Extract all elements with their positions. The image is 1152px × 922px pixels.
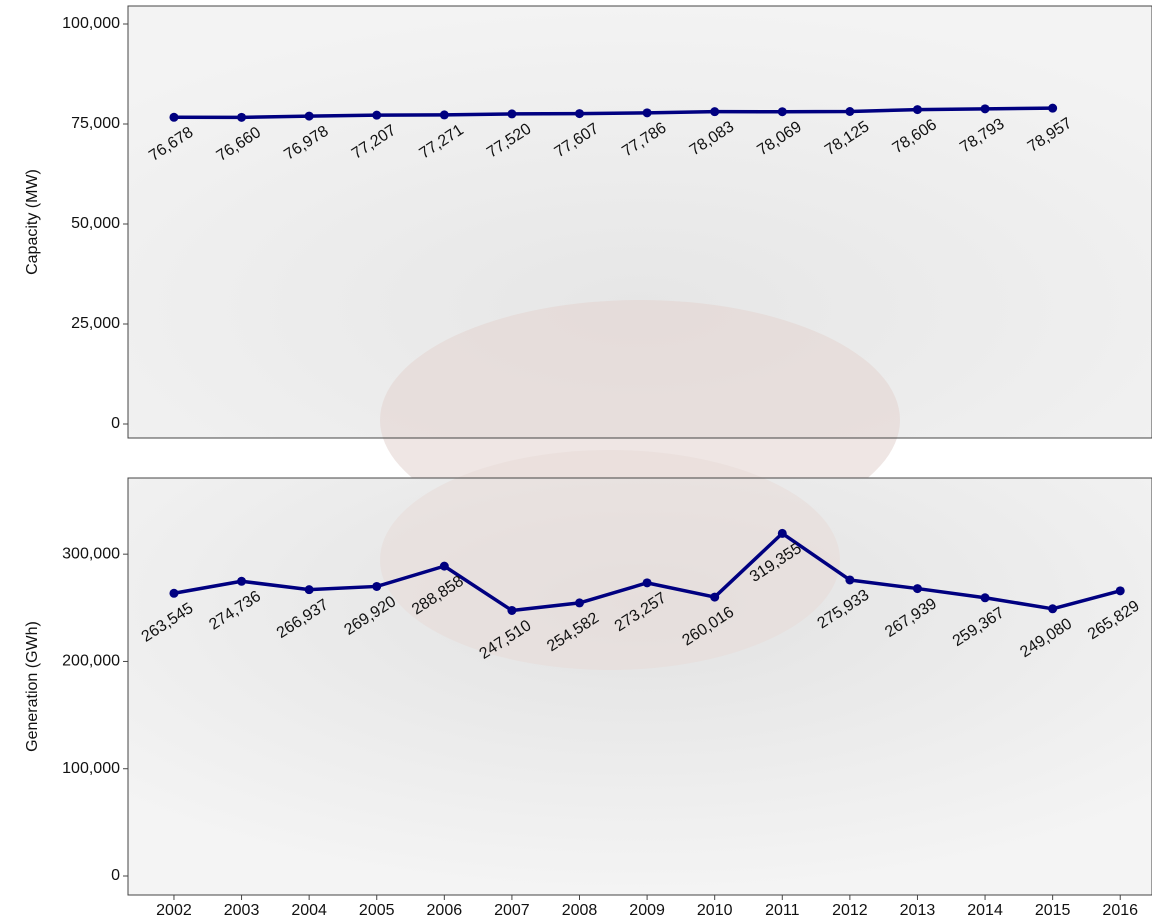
x-tick-label: 2004 (291, 902, 327, 919)
data-point (777, 528, 787, 538)
y-tick-label: 25,000 (71, 315, 120, 332)
data-point (507, 605, 517, 615)
backgrounds (128, 6, 1152, 895)
data-point (237, 112, 247, 122)
x-tick-label: 2008 (562, 902, 598, 919)
data-point (237, 576, 247, 586)
data-point (912, 584, 922, 594)
data-line (173, 106, 1053, 120)
x-tick-label: 2010 (697, 902, 733, 919)
data-point (1048, 103, 1058, 113)
y-tick-label: 300,000 (62, 545, 120, 562)
data-point (507, 109, 517, 119)
y-axis-label: Generation (GWh) (24, 621, 41, 752)
y-tick-label: 200,000 (62, 653, 120, 670)
x-tick-label: 2016 (1102, 902, 1138, 919)
data-point (304, 585, 314, 595)
data-point (980, 593, 990, 603)
x-tick-label: 2012 (832, 902, 868, 919)
y-tick-label: 0 (111, 867, 120, 884)
data-point (642, 578, 652, 588)
x-tick-label: 2006 (427, 902, 463, 919)
y-tick-label: 100,000 (62, 15, 120, 32)
x-tick-label: 2007 (494, 902, 530, 919)
data-point (304, 111, 314, 121)
data-point (845, 107, 855, 116)
x-tick-label: 2015 (1035, 902, 1071, 919)
y-tick-label: 100,000 (62, 760, 120, 777)
y-tick-label: 50,000 (71, 215, 120, 232)
data-point (372, 581, 382, 591)
decor (380, 450, 840, 670)
y-tick-label: 75,000 (71, 115, 120, 132)
y-tick-label: 0 (111, 415, 120, 432)
x-tick-label: 2014 (967, 902, 1003, 919)
data-point (1115, 586, 1125, 596)
data-point (710, 107, 720, 117)
data-point (169, 112, 179, 122)
x-tick-label: 2002 (156, 902, 192, 919)
data-point (1048, 604, 1058, 614)
x-tick-label: 2011 (765, 902, 800, 919)
x-tick-label: 2003 (224, 902, 260, 919)
data-point (169, 588, 179, 598)
x-tick-label: 2009 (629, 902, 665, 919)
data-point (912, 105, 922, 115)
data-point (710, 592, 720, 602)
y-axis-label: Capacity (MW) (24, 169, 41, 275)
data-point (642, 108, 652, 118)
data-point (575, 109, 585, 119)
x-tick-label: 2005 (359, 902, 395, 919)
data-point (845, 575, 855, 585)
data-point (575, 598, 585, 608)
plot-border (127, 5, 1152, 439)
data-point (439, 561, 449, 571)
data-point (372, 110, 382, 120)
plot-border (127, 477, 1152, 896)
data-point (980, 104, 990, 114)
x-tick-label: 2013 (900, 902, 936, 919)
data-point (777, 107, 787, 117)
data-point (439, 110, 449, 120)
